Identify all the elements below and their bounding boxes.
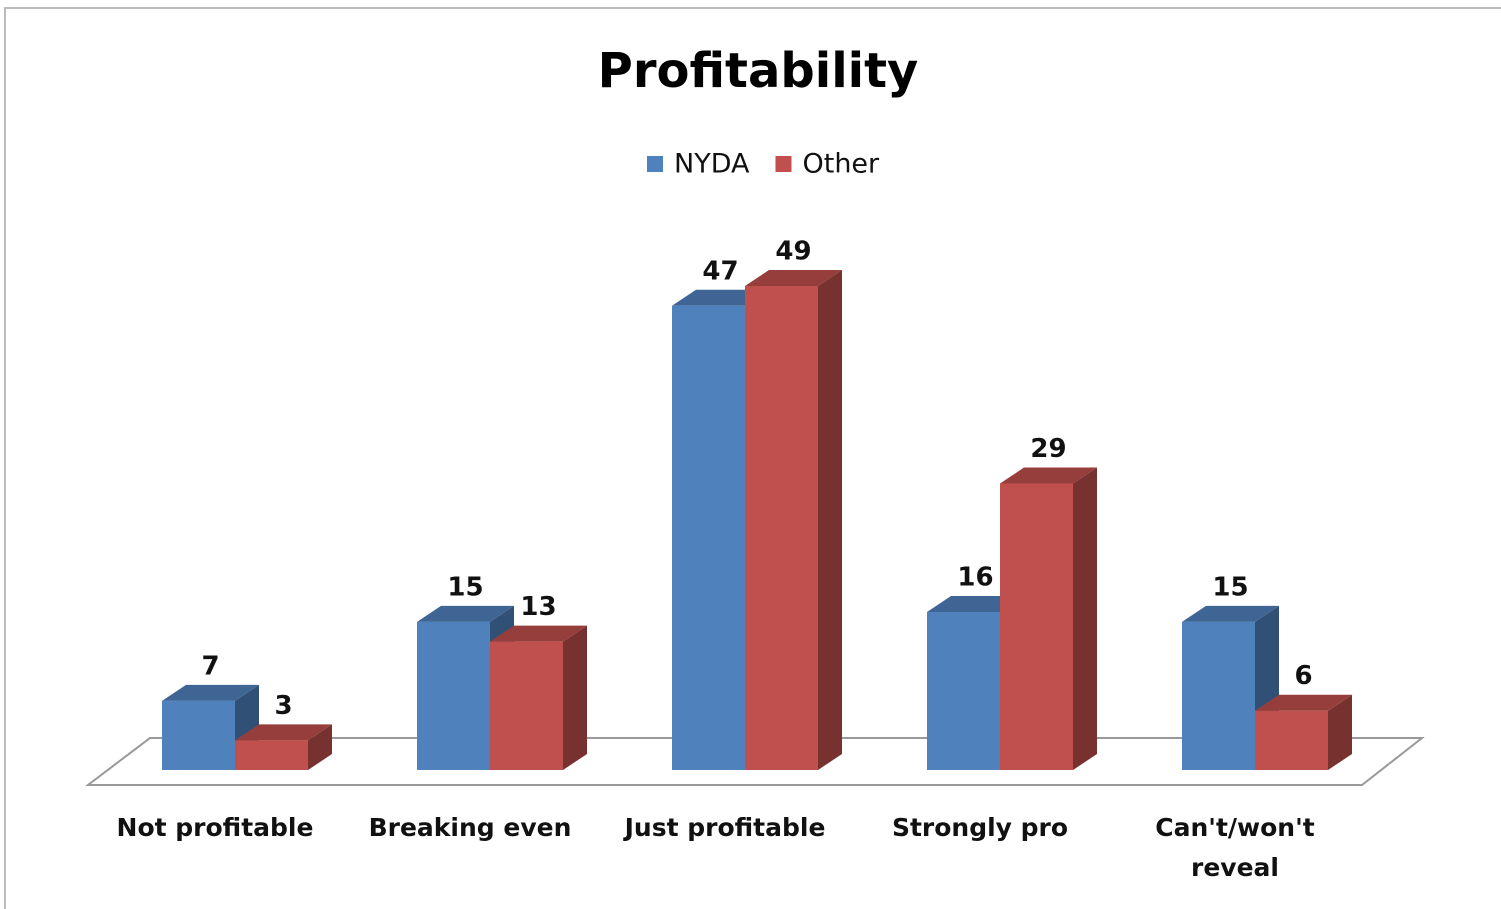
bar-front	[672, 305, 745, 770]
x-tick-label: Just profitable	[624, 813, 826, 842]
bar-top	[417, 605, 514, 622]
bar	[1255, 694, 1352, 770]
bar-side	[818, 270, 842, 770]
x-tick-label: Strongly pro	[891, 813, 1069, 842]
bar-front	[1255, 710, 1328, 770]
bar	[490, 625, 587, 770]
legend-label: Other	[802, 149, 880, 180]
bar	[235, 724, 332, 770]
bar-front	[745, 286, 818, 770]
bar-side	[1073, 467, 1097, 770]
bar-top	[1000, 467, 1097, 484]
bar	[745, 270, 842, 770]
bar-side	[563, 625, 587, 770]
data-label: 16	[957, 562, 993, 592]
data-label: 15	[447, 572, 483, 602]
data-label: 3	[274, 691, 292, 721]
bar-top	[490, 625, 587, 642]
bar-top	[672, 289, 769, 306]
legend-swatch	[647, 156, 663, 172]
bar-front	[490, 641, 563, 770]
data-label: 6	[1294, 661, 1312, 691]
bar-top	[1255, 694, 1352, 711]
bar-top	[162, 684, 259, 701]
bar-front	[417, 621, 490, 770]
data-label: 15	[1212, 572, 1248, 602]
bar-front	[162, 700, 235, 770]
data-label: 49	[775, 237, 811, 267]
bar-side	[308, 724, 332, 770]
bar-front	[1000, 483, 1073, 770]
bar-front	[1182, 621, 1255, 770]
x-tick-label: Can't/won't reveal	[1155, 813, 1315, 882]
data-label: 47	[702, 256, 738, 286]
x-tick-label: Breaking even	[368, 813, 572, 842]
chart-title: Profitability	[598, 43, 919, 99]
data-label: 7	[201, 651, 219, 681]
bar-side	[1328, 694, 1352, 770]
x-tick-label: Not profitable	[116, 813, 314, 842]
bar-top	[235, 724, 332, 741]
data-label: 13	[520, 592, 556, 622]
bar-top	[1182, 605, 1279, 622]
bar	[1000, 467, 1097, 770]
legend-label: NYDA	[674, 149, 750, 180]
bar-top	[745, 270, 842, 286]
bar-top	[927, 595, 1024, 612]
data-label: 29	[1030, 434, 1066, 464]
bar-front	[927, 611, 1000, 770]
bar-front	[235, 740, 308, 770]
legend-swatch	[775, 156, 792, 172]
